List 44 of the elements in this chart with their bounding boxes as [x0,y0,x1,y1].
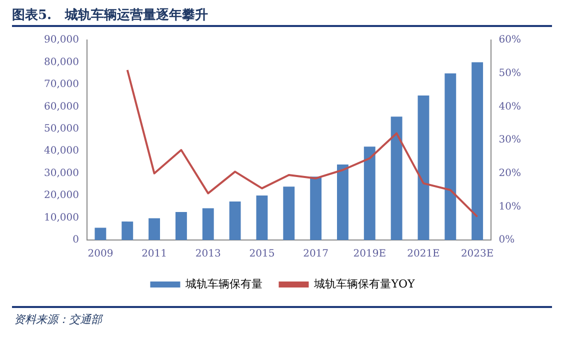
bar [310,176,322,240]
y-tick-label: 70,000 [44,79,79,90]
bar [337,164,348,240]
legend-label: 城轨车辆保有量YOY [313,277,416,290]
bar [444,73,456,240]
x-tick-label: 2017 [303,248,329,260]
y-tick-label: 20,000 [44,190,79,202]
x-tick-label: 2021E [407,248,440,260]
bar [175,212,187,240]
x-tick-label: 2023E [460,248,494,260]
x-tick-label: 2009 [88,248,114,260]
y2-tick-label: 50% [498,68,522,79]
y2-tick-label: 40% [498,101,522,112]
y-tick-label: 50,000 [44,123,79,134]
bar [364,146,376,240]
bar [472,62,484,240]
bar [390,116,402,240]
y2-tick-label: 10% [498,201,522,212]
legend-label: 城轨车辆保有量 [184,277,263,290]
y-tick-label: 0 [72,234,79,246]
x-tick-label: 2013 [195,248,221,260]
bar [283,186,295,240]
y-tick-label: 90,000 [44,34,79,46]
x-tick-label: 2011 [142,248,168,260]
y2-tick-label: 30% [498,134,522,146]
y-tick-label: 80,000 [44,56,79,68]
bar [256,196,268,240]
y2-tick-label: 60% [498,34,522,46]
bar [418,96,430,240]
chart-title: 图表5. 城轨车辆运营量逐年攀升 [12,6,208,24]
bar [122,222,134,240]
y-tick-label: 30,000 [44,168,79,179]
y2-tick-label: 0% [498,234,515,246]
bar [229,202,241,240]
bar [148,218,160,240]
bar [94,228,106,240]
text: 资料来源：交通部 [14,312,102,327]
y2-tick-label: 20% [498,168,522,179]
x-tick-label: 2019E [353,248,386,260]
bar [202,208,214,240]
y-tick-label: 40,000 [44,146,79,157]
y-tick-label: 60,000 [44,101,79,112]
y-tick-label: 10,000 [44,212,79,224]
x-tick-label: 2015 [249,248,275,260]
